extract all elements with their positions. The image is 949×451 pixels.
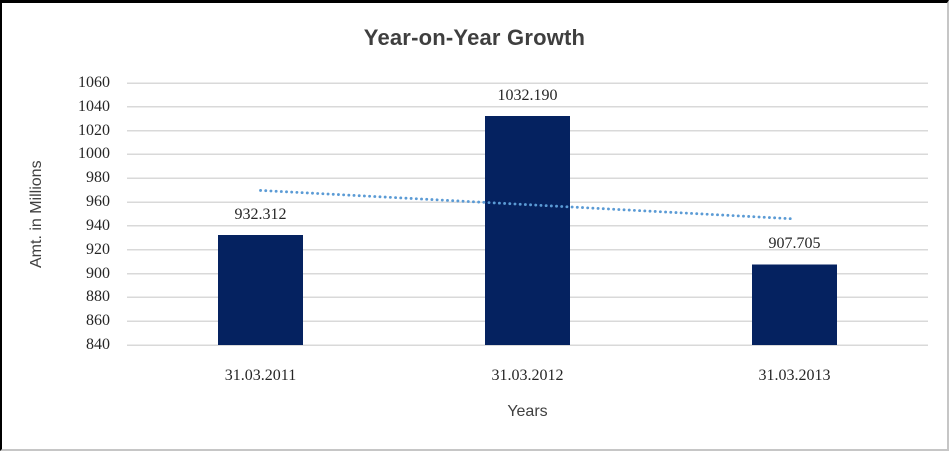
y-tick-label: 1000: [78, 145, 110, 163]
y-tick-label: 920: [86, 240, 110, 258]
bar-data-label: 932.312: [234, 206, 287, 224]
x-category-label: 31.03.2012: [491, 367, 564, 384]
y-tick-label: 940: [86, 216, 110, 234]
x-category-label: 31.03.2013: [758, 367, 831, 384]
bar-31.03.2012: [485, 116, 570, 345]
bar-data-label: 1032.190: [497, 87, 558, 105]
y-tick-label: 980: [86, 169, 110, 187]
x-category-label: 31.03.2011: [224, 367, 297, 384]
y-tick-label: 1040: [78, 97, 110, 115]
y-tick-label: 960: [86, 193, 110, 211]
y-tick-label: 900: [86, 264, 110, 282]
trendline: [259, 189, 796, 221]
x-axis-title: Years: [507, 403, 548, 420]
bar-31.03.2013: [752, 264, 837, 345]
bar-31.03.2011: [218, 235, 303, 345]
y-tick-label: 1060: [78, 74, 110, 91]
bar-data-label: 907.705: [768, 235, 821, 253]
y-tick-label: 1020: [78, 121, 110, 139]
chart-title: Year-on-Year Growth: [363, 25, 586, 50]
plot-svg: [127, 82, 928, 346]
y-tick-label: 880: [86, 288, 110, 306]
y-tick-label: 860: [86, 312, 110, 330]
y-tick-label: 840: [86, 336, 110, 353]
